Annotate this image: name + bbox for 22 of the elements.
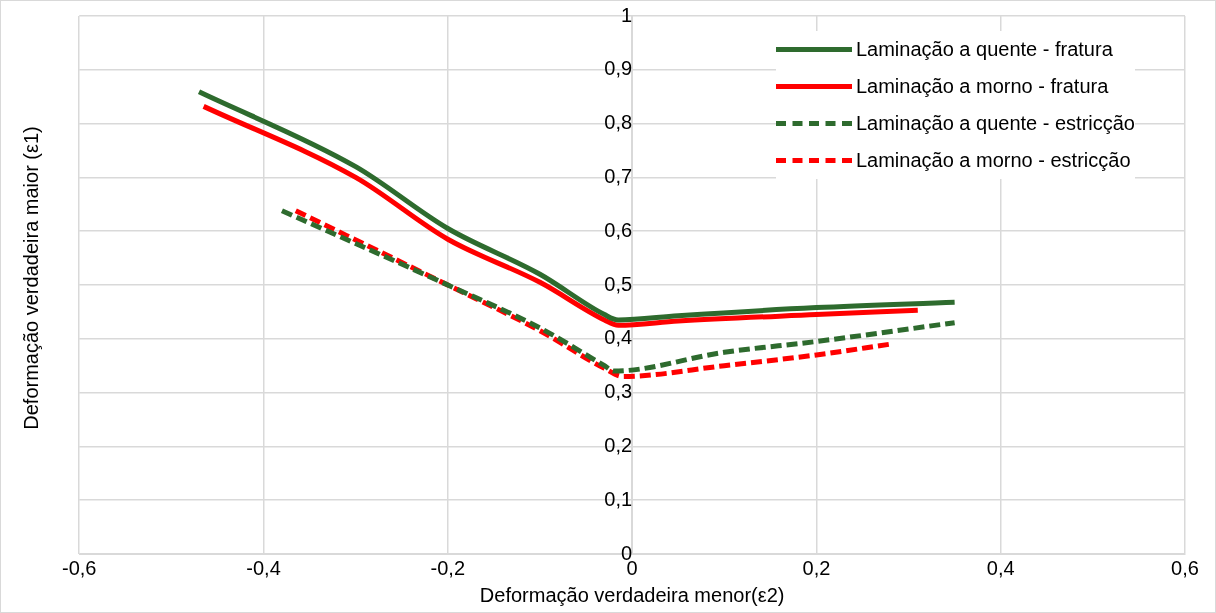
y-tick-label: 0,1 [604, 487, 633, 510]
y-tick-label: 0,7 [604, 164, 633, 187]
x-tick-label: -0,4 [246, 556, 281, 579]
y-tick-label: 0,3 [604, 380, 633, 403]
y-tick-label: 0,9 [604, 57, 633, 80]
legend-label: Laminação a morno - estricção [855, 149, 1131, 172]
x-tick-label: -0,2 [430, 556, 466, 579]
x-tick-label: 0,4 [986, 556, 1015, 579]
y-tick-label: 0,2 [604, 433, 633, 456]
x-tick-label: 0,2 [802, 556, 831, 579]
legend-label: Laminação a morno - fratura [855, 75, 1109, 98]
y-tick-label: 0,4 [604, 326, 633, 349]
x-tick-label: 0,6 [1171, 556, 1199, 579]
x-tick-label: -0,6 [62, 556, 97, 579]
y-tick-label: 0,8 [604, 111, 633, 134]
x-axis-title: Deformação verdadeira menor(ε2) [479, 583, 785, 606]
y-tick-label: 1 [620, 3, 633, 26]
y-tick-label: 0,5 [604, 272, 633, 295]
legend-label: Laminação a quente - fratura [855, 38, 1113, 61]
y-axis-title: Deformação verdadeira maior (ε1) [19, 125, 43, 430]
y-tick-label: 0,6 [604, 218, 633, 241]
legend-label: Laminação a quente - estricção [855, 112, 1135, 135]
